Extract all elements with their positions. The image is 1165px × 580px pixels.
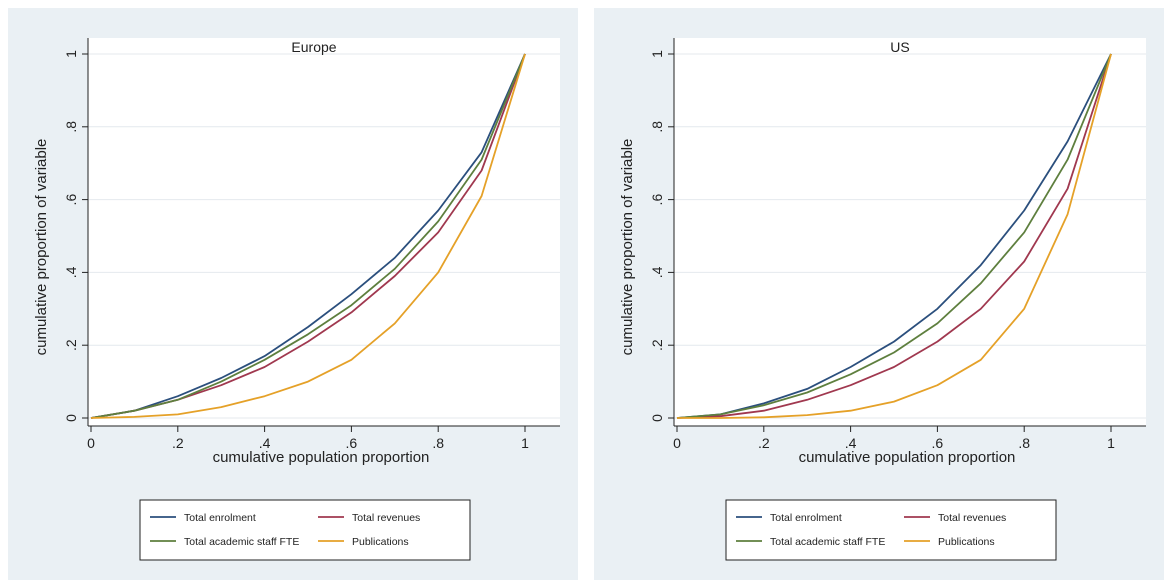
x-axis-label: cumulative population proportion <box>213 449 430 466</box>
series-line-2 <box>676 53 1112 419</box>
x-tick-label: .6 <box>346 435 358 451</box>
y-axis-label: cumulative proportion of variable <box>619 139 636 356</box>
y-tick-label: .6 <box>649 194 665 206</box>
series-line-3 <box>90 53 526 419</box>
y-tick-label: .8 <box>63 121 79 133</box>
y-tick-label: .6 <box>63 194 79 206</box>
series-line-1 <box>676 53 1112 419</box>
y-axis-label: cumulative proportion of variable <box>33 139 50 356</box>
y-tick-label: 0 <box>649 414 665 422</box>
y-tick-label: .2 <box>63 339 79 351</box>
chart-panel-us: 0 .2 .4 .6 .8 1 0 .2 .4 .6 .8 1 US cumulative populat… <box>594 8 1164 580</box>
chart-title: Europe <box>291 39 336 55</box>
series-line-0 <box>90 53 526 419</box>
y-tick-label: 1 <box>649 50 665 58</box>
x-axis-label: cumulative population proportion <box>799 449 1016 466</box>
legend <box>139 499 471 561</box>
legend-label: Total revenues <box>352 512 420 524</box>
x-tick-label: 0 <box>87 435 95 451</box>
y-tick-label: .8 <box>649 121 665 133</box>
legend-label: Publications <box>352 536 409 548</box>
y-tick-label: 1 <box>63 50 79 58</box>
plot-area <box>88 38 560 426</box>
x-tick-label: .6 <box>932 435 944 451</box>
x-tick-label: 1 <box>521 435 529 451</box>
legend-label: Total academic staff FTE <box>184 536 299 548</box>
legend-label: Publications <box>938 536 995 548</box>
x-tick-label: .2 <box>758 435 770 451</box>
legend-label: Total academic staff FTE <box>770 536 885 548</box>
y-tick-label: .4 <box>649 266 665 278</box>
chart-europe: 0 .2 .4 .6 .8 1 0 .2 .4 .6 .8 1 Europe cumulative pop… <box>33 38 560 561</box>
legend-label: Total enrolment <box>184 512 256 524</box>
legend <box>725 499 1057 561</box>
chart-title: US <box>890 39 909 55</box>
x-tick-label: .4 <box>845 435 857 451</box>
x-tick-label: .8 <box>1018 435 1030 451</box>
legend-label: Total revenues <box>938 512 1006 524</box>
series-line-3 <box>677 53 1112 419</box>
plot-area <box>674 38 1146 426</box>
y-tick-label: .4 <box>63 266 79 278</box>
series-line-0 <box>676 53 1112 419</box>
x-tick-label: .8 <box>432 435 444 451</box>
series-line-2 <box>90 53 526 419</box>
legend-label: Total enrolment <box>770 512 842 524</box>
y-tick-label: .2 <box>649 339 665 351</box>
chart-us: 0 .2 .4 .6 .8 1 0 .2 .4 .6 .8 1 US cumulative populat… <box>619 38 1146 561</box>
y-tick-label: 0 <box>63 414 79 422</box>
x-tick-label: 0 <box>673 435 681 451</box>
x-tick-label: .4 <box>259 435 271 451</box>
x-tick-label: 1 <box>1107 435 1115 451</box>
x-tick-label: .2 <box>172 435 184 451</box>
chart-panel-europe: 0 .2 .4 .6 .8 1 0 .2 .4 .6 .8 1 Europe cumulative pop… <box>8 8 578 580</box>
